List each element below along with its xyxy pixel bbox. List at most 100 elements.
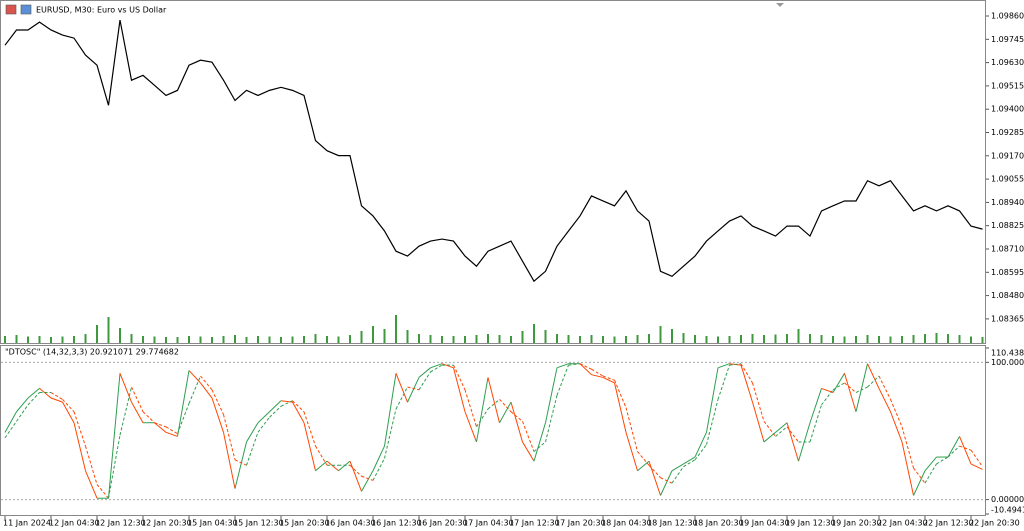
x-tick-label: 16 Jan 12:30 (371, 519, 422, 528)
oscillator-segment (384, 373, 397, 447)
timeframe-icon[interactable] (20, 4, 32, 15)
oscillator-segment (418, 371, 431, 391)
x-tick-label: 18 Jan 20:30 (693, 519, 744, 528)
oscillator-segment (602, 375, 615, 381)
oscillator-segment (752, 382, 765, 422)
volume-bar (280, 337, 282, 343)
oscillator-segment (499, 399, 512, 413)
oscillator-segment (487, 399, 500, 410)
oscillator-segment (545, 395, 558, 443)
oscillator-segment (211, 397, 224, 433)
volume-bar (464, 336, 466, 343)
oscillator-segment (533, 422, 546, 462)
volume-bar (556, 334, 558, 343)
volume-bar (705, 336, 708, 343)
oscillator-segment (165, 431, 178, 437)
oscillator-segment (706, 367, 719, 433)
x-tick-label: 19 Jan 04:30 (739, 519, 790, 528)
y-tick-label: 100.000000 (991, 358, 1024, 367)
oscillator-segment (694, 444, 707, 461)
y-tick-label: 0.000000 (991, 495, 1024, 504)
oscillator-segment (740, 364, 753, 403)
volume-bar (15, 335, 18, 343)
volume-bar (222, 336, 225, 343)
oscillator-segment (200, 375, 213, 391)
volume-bar (395, 315, 397, 343)
oscillator-segment (568, 363, 581, 366)
volume-bar (763, 335, 765, 343)
oscillator-segment (269, 400, 282, 413)
oscillator-segment (246, 422, 259, 443)
oscillator-segment (499, 401, 512, 423)
oscillator-segment (832, 382, 845, 391)
oscillator-segment (717, 364, 730, 400)
y-tick-label: 1.08365 (991, 314, 1024, 323)
oscillator-segment (579, 363, 592, 370)
volume-bar (958, 335, 961, 343)
volume-bar (510, 336, 512, 343)
x-tick-label: 22 Jan 20:30 (969, 519, 1020, 528)
volume-bar (176, 337, 179, 343)
volume-bar (360, 331, 363, 343)
oscillator-segment (913, 467, 926, 484)
oscillator-segment (177, 370, 190, 437)
volume-bar (257, 336, 259, 343)
y-tick-label: 110.438599 (991, 349, 1024, 358)
oscillator-segment (579, 363, 592, 376)
volume-bar (165, 337, 167, 343)
volume-bar (832, 336, 834, 343)
volume-bar (717, 336, 719, 343)
oscillator-segment (372, 458, 385, 481)
oscillator-segment (223, 432, 236, 489)
y-tick-label: -10.494166 (991, 506, 1024, 515)
oscillator-segment (453, 364, 466, 390)
y-tick-label: 1.09055 (991, 175, 1024, 184)
oscillator-segment (752, 401, 765, 443)
oscillator-segment (844, 373, 857, 412)
oscillator-segment (901, 426, 914, 469)
oscillator-segment (809, 404, 822, 443)
oscillator-segment (50, 392, 63, 400)
oscillator-segment (338, 460, 351, 472)
volume-bar (797, 329, 800, 343)
chart-title: EURUSD, M30: Euro vs US Dollar (36, 6, 167, 15)
volume-bar (119, 328, 121, 343)
volume-bar (372, 326, 374, 343)
y-tick-label: 1.09860 (991, 12, 1024, 21)
oscillator-segment (729, 363, 742, 366)
oscillator-segment (660, 470, 673, 496)
symbol-icon[interactable] (5, 4, 17, 15)
oscillator-segment (292, 401, 305, 423)
y-tick-label: 1.08480 (991, 291, 1024, 300)
oscillator-segment (786, 426, 799, 443)
oscillator-segment (62, 401, 75, 423)
oscillator-segment (464, 389, 477, 427)
oscillator-segment (430, 363, 443, 369)
volume-bar (878, 336, 880, 343)
volume-bar (728, 336, 731, 343)
volume-bar (142, 336, 144, 343)
oscillator-segment (832, 373, 845, 393)
oscillator-segment (315, 445, 328, 466)
oscillator-segment (487, 377, 500, 423)
oscillator-segment (200, 382, 213, 399)
oscillator-segment (959, 436, 972, 465)
oscillator-segment (119, 386, 132, 436)
oscillator-segment (453, 367, 466, 412)
oscillator-segment (85, 470, 98, 499)
oscillator-segment (855, 363, 868, 412)
oscillator-segment (970, 463, 983, 470)
shift-marker (776, 3, 784, 7)
oscillator-segment (4, 411, 17, 433)
oscillator-segment (671, 466, 684, 484)
volume-bar (694, 335, 696, 343)
x-tick-label: 12 Jan 04:30 (49, 519, 100, 528)
oscillator-segment (119, 373, 132, 403)
oscillator-segment (154, 422, 167, 428)
indicator-title: "DTOSC" (14,32,3,3) 20.921071 29.774682 (5, 348, 179, 357)
oscillator-segment (476, 377, 489, 443)
volume-bar (349, 335, 351, 343)
volume-bar (73, 336, 75, 343)
oscillator-segment (349, 464, 362, 477)
